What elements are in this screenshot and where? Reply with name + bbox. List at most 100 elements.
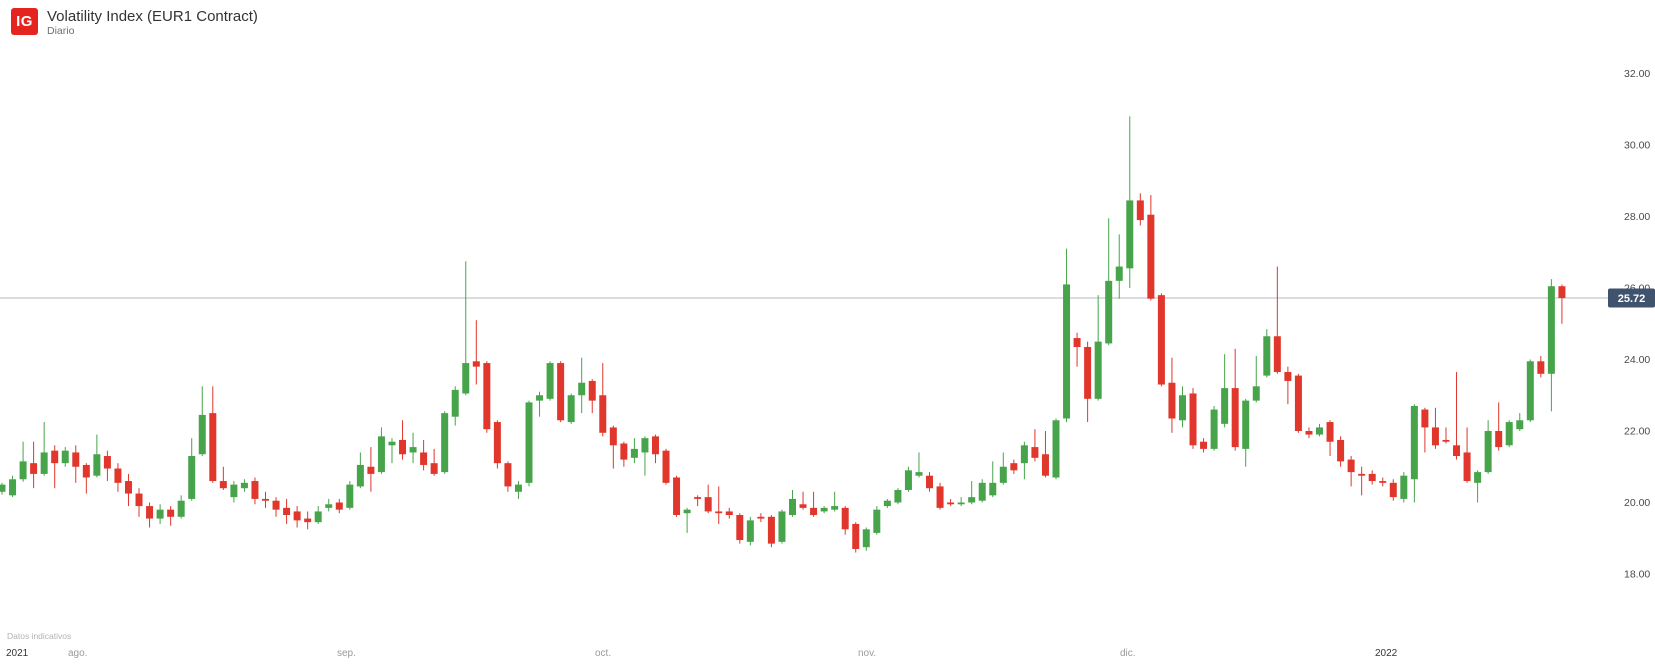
candle [852, 522, 860, 553]
candle [493, 420, 501, 469]
candle [1210, 405, 1218, 451]
candle [1063, 248, 1071, 423]
x-axis-label: sep. [337, 648, 356, 659]
candle [841, 506, 849, 535]
candle [1421, 407, 1429, 453]
candle [894, 488, 902, 505]
candle [304, 511, 312, 530]
candle [1495, 402, 1503, 451]
candle [314, 506, 322, 524]
candle [1273, 266, 1281, 374]
y-axis-label: 22.00 [1624, 426, 1650, 438]
candle [399, 420, 407, 460]
candle [1178, 386, 1186, 428]
candle [630, 438, 638, 464]
candle [1474, 470, 1482, 503]
candle [156, 504, 164, 524]
candle [325, 498, 333, 512]
current-price-tag [1608, 288, 1655, 308]
candle [641, 436, 649, 476]
candle [968, 481, 976, 505]
candle [472, 320, 480, 385]
candle [356, 452, 364, 489]
candle [715, 486, 723, 524]
candle [9, 475, 17, 498]
candle [862, 527, 870, 551]
candle [1368, 470, 1376, 485]
candle [799, 491, 807, 510]
candle [1136, 193, 1144, 226]
chart-header: IG Volatility Index (EUR1 Contract) Diar… [11, 8, 258, 38]
candle [1147, 195, 1155, 301]
candle [757, 513, 765, 523]
candle [999, 452, 1007, 485]
candle [420, 439, 428, 471]
candle [1252, 355, 1260, 403]
candle [662, 448, 670, 485]
candle [588, 379, 596, 414]
candle [451, 386, 459, 426]
candle [1442, 427, 1450, 444]
candle [272, 497, 280, 517]
candle [609, 425, 617, 469]
candle [1547, 279, 1555, 412]
candle [1189, 388, 1197, 449]
candle [135, 488, 143, 517]
candle [746, 516, 754, 546]
y-axis-label: 18.00 [1624, 569, 1650, 581]
candle [283, 498, 291, 524]
y-axis-label: 28.00 [1624, 211, 1650, 223]
candle [725, 507, 733, 519]
candle [1558, 284, 1566, 324]
indicative-data-note: Datos indicativos [7, 631, 71, 641]
candle [904, 466, 912, 492]
timeframe-label: Diario [47, 25, 75, 37]
candle [1453, 372, 1461, 460]
x-axis-label: nov. [858, 648, 876, 659]
candle [767, 515, 775, 548]
candle [1505, 420, 1513, 448]
candle [778, 509, 786, 544]
current-price-value: 25.72 [1618, 293, 1646, 305]
candle [947, 498, 955, 507]
candle [1221, 354, 1229, 428]
candle [1126, 116, 1134, 288]
candle [1389, 479, 1397, 501]
candle [673, 475, 681, 517]
x-axis-label: oct. [595, 648, 611, 659]
candle [346, 481, 354, 510]
candle [1073, 332, 1081, 367]
candle [1200, 438, 1208, 453]
candle [1305, 427, 1313, 439]
candle [789, 489, 796, 517]
candle [694, 495, 702, 507]
candle [514, 481, 522, 499]
candle [578, 357, 586, 414]
ig-logo-text: IG [16, 13, 33, 30]
candle [1410, 404, 1418, 503]
candle [251, 477, 259, 505]
candle [0, 482, 6, 495]
candle [1316, 423, 1323, 437]
x-axis-label: 2022 [1375, 648, 1398, 659]
candle [1400, 472, 1408, 503]
candle [377, 427, 385, 474]
candle [409, 432, 417, 464]
candle [1052, 418, 1060, 480]
candle [1484, 420, 1492, 474]
ig-logo: IG [11, 8, 38, 35]
instrument-title: Volatility Index (EUR1 Contract) [47, 8, 258, 25]
candle [51, 445, 59, 489]
candle [30, 441, 38, 489]
candle [1041, 431, 1049, 478]
candle [293, 506, 301, 528]
candle [1242, 398, 1250, 467]
candle [926, 472, 934, 492]
candle [167, 506, 175, 526]
candle [1347, 456, 1355, 487]
y-axis-label: 30.00 [1624, 140, 1650, 152]
candle [72, 445, 80, 483]
candle [146, 502, 154, 528]
